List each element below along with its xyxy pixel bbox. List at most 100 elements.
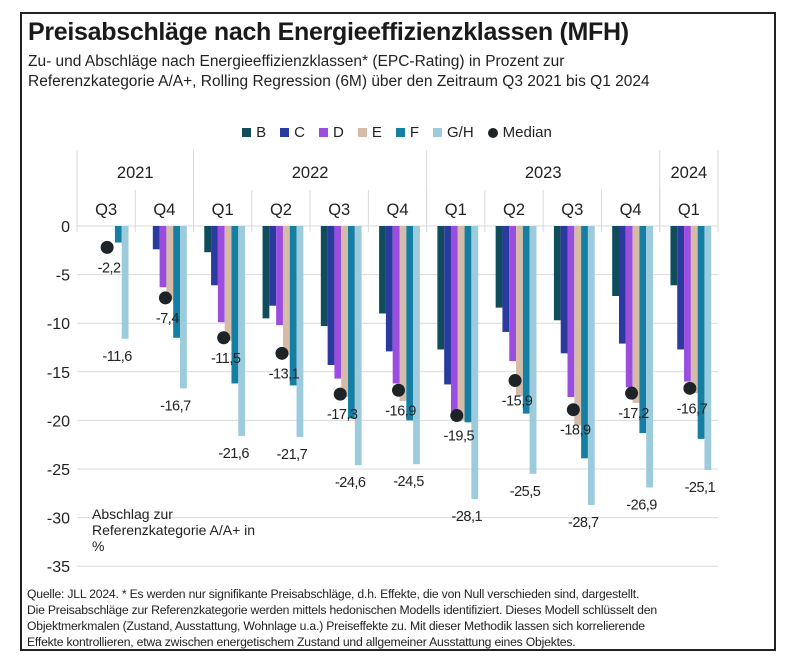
legend-label: D — [332, 124, 344, 141]
bar-b — [437, 226, 445, 350]
bar-f — [522, 226, 530, 414]
bar-gh — [529, 226, 537, 474]
bar-c — [677, 226, 685, 350]
bar-c — [385, 226, 393, 352]
y-tick-label: 0 — [61, 219, 70, 236]
bar-gh — [646, 226, 653, 488]
bar-d — [392, 226, 400, 384]
legend-label: F — [409, 124, 419, 141]
legend-item-b: B — [242, 124, 266, 141]
footer-line: Quelle: JLL 2024. * Es werden nur signif… — [27, 587, 640, 601]
median-data-label: -2,2 — [98, 260, 121, 276]
bar-gh — [238, 226, 246, 436]
gh-data-label: -25,5 — [510, 484, 541, 500]
bar-d — [159, 226, 167, 288]
legend-swatch — [395, 128, 405, 137]
bar-e — [690, 226, 698, 394]
legend-swatch — [242, 128, 252, 137]
median-data-label: -17,2 — [618, 406, 649, 422]
bar-gh — [354, 226, 362, 466]
bar-e — [224, 226, 232, 341]
median-data-label: -13,1 — [269, 366, 300, 382]
gh-data-label: -28,7 — [568, 515, 599, 531]
legend-swatch — [280, 128, 290, 137]
median-point — [100, 240, 114, 254]
legend-item-d: D — [318, 124, 344, 141]
bar-f — [289, 226, 297, 386]
legend-item-e: E — [357, 124, 382, 141]
bar-f — [464, 226, 472, 423]
bar-d — [567, 226, 575, 398]
bar-b — [495, 226, 503, 308]
gh-data-label: -21,7 — [277, 447, 308, 463]
median-data-label: -11,5 — [211, 351, 241, 367]
quarter-label: Q2 — [270, 201, 292, 219]
legend-label: G/H — [447, 124, 474, 141]
bar-f — [581, 226, 588, 459]
bar-f — [406, 226, 414, 421]
median-point — [683, 381, 697, 395]
legend-item-f: F — [395, 124, 419, 141]
quarter-label: Q1 — [445, 201, 467, 219]
bar-e — [632, 226, 640, 403]
legend-item-median: Median — [487, 124, 552, 141]
bar-b — [379, 226, 386, 314]
median-data-label: -16,7 — [677, 401, 708, 417]
bar-gh — [587, 226, 595, 505]
bar-gh — [704, 226, 712, 470]
gh-data-label: -16,7 — [160, 398, 191, 414]
median-point — [392, 383, 405, 397]
footer-line: Die Preisabschläge zur Referenzkategorie… — [27, 603, 657, 617]
bar-f — [114, 226, 122, 243]
year-label: 2024 — [671, 164, 708, 182]
year-label: 2023 — [525, 164, 562, 182]
median-point — [508, 374, 522, 388]
bar-e — [457, 226, 465, 421]
bar-b — [204, 226, 212, 253]
median-point — [158, 291, 172, 305]
bar-d — [276, 226, 283, 326]
bar-e — [166, 226, 174, 300]
median-data-label: -17,3 — [327, 407, 358, 423]
bar-b — [612, 226, 619, 296]
y-tick-label: -35 — [47, 559, 70, 576]
legend-swatch — [318, 128, 328, 137]
quarter-label: Q1 — [678, 201, 700, 219]
bar-c — [152, 226, 160, 250]
quarter-label: Q4 — [153, 201, 175, 219]
gh-data-label: -21,6 — [218, 446, 249, 462]
bar-b — [320, 226, 328, 327]
quarter-label: Q1 — [212, 201, 234, 219]
gh-data-label: -28,1 — [451, 509, 482, 525]
footer-line: Objektmerkmalen (Zustand, Ausstattung, W… — [27, 619, 645, 633]
median-point — [625, 386, 639, 400]
bar-e — [516, 226, 523, 397]
bar-f — [639, 226, 647, 434]
bar-gh — [471, 226, 479, 500]
median-point — [333, 387, 347, 401]
quarter-label: Q3 — [328, 201, 350, 219]
y-tick-label: -25 — [47, 462, 70, 479]
quarter-label: Q4 — [620, 201, 642, 219]
legend-item-c: C — [280, 124, 305, 141]
bar-d — [450, 226, 458, 416]
median-point — [450, 409, 464, 423]
bar-e — [574, 226, 582, 426]
bar-d — [684, 226, 691, 382]
bar-d — [625, 226, 633, 388]
y-tick-label: -15 — [47, 365, 70, 382]
legend-swatch — [357, 128, 367, 137]
median-data-label: -18,9 — [560, 423, 591, 439]
bar-e — [282, 226, 290, 356]
bar-c — [211, 226, 218, 286]
y-tick-label: -20 — [47, 413, 70, 430]
bar-d — [217, 226, 225, 323]
bar-e — [399, 226, 407, 401]
legend-label: E — [371, 124, 382, 141]
y-axis-label: Referenzkategorie A/A+ in — [92, 522, 255, 538]
quarter-label: Q2 — [503, 201, 525, 219]
bar-gh — [180, 226, 187, 389]
bar-gh — [121, 226, 129, 339]
bar-c — [444, 226, 451, 385]
